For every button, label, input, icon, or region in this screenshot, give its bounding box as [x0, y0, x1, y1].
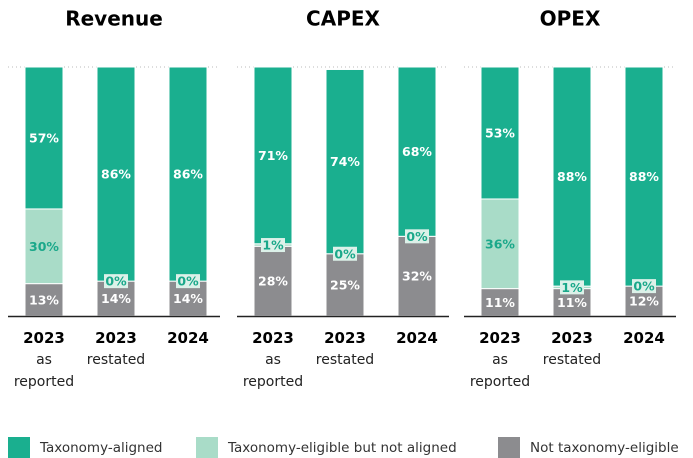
value-label: 25% [330, 277, 360, 292]
category-note: restated [542, 352, 602, 368]
label-box [632, 279, 656, 294]
category: 2023 [95, 329, 137, 347]
value-label: 86% [101, 167, 131, 182]
category: 2024 [623, 329, 665, 347]
value-label: 1% [262, 238, 284, 253]
legend-swatch [196, 437, 218, 458]
category: 2023 [23, 329, 65, 347]
x-tick-label: 2023 restated [84, 327, 148, 371]
value-label: 32% [402, 269, 432, 284]
value-label: 68% [402, 144, 432, 159]
value-label: 0% [406, 229, 428, 244]
bar-segment [24, 66, 64, 210]
x-tick-label: 2023 restated [540, 327, 604, 371]
bar-segment [253, 245, 293, 317]
value-label: 74% [330, 154, 360, 169]
x-tick-label: 2024 [385, 327, 449, 349]
bar-segment [168, 66, 208, 282]
category-note: as reported [13, 352, 75, 390]
category-note: restated [86, 352, 146, 368]
value-label: 86% [173, 167, 203, 182]
value-label: 0% [334, 246, 356, 261]
bar-segment [325, 68, 365, 255]
x-tick-label: 2023 as reported [12, 327, 76, 393]
value-label: 30% [29, 239, 59, 254]
value-label: 71% [258, 148, 288, 163]
legend-label: Not taxonomy-eligible [530, 440, 679, 456]
category: 2023 [324, 329, 366, 347]
bar-segment [552, 66, 592, 287]
category: 2023 [252, 329, 294, 347]
legend-label: Taxonomy-eligible but not aligned [228, 440, 457, 456]
category: 2023 [479, 329, 521, 347]
value-label: 36% [485, 236, 515, 251]
value-label: 11% [485, 295, 515, 310]
x-tick-label: 2023 as reported [241, 327, 305, 393]
category: 2024 [167, 329, 209, 347]
legend-label: Taxonomy-aligned [40, 440, 163, 456]
value-label: 14% [101, 291, 131, 306]
value-label: 57% [29, 130, 59, 145]
category: 2024 [396, 329, 438, 347]
label-box [176, 274, 200, 289]
bar-segment [397, 235, 437, 317]
x-tick-label: 2023 restated [313, 327, 377, 371]
chart-title: Revenue [65, 7, 163, 31]
chart-title: OPEX [540, 7, 601, 31]
value-label: 28% [258, 274, 288, 289]
legend-swatch [498, 437, 520, 458]
value-label: 0% [105, 274, 127, 289]
x-tick-label: 2024 [612, 327, 676, 349]
value-label: 88% [629, 169, 659, 184]
category-note: as reported [469, 352, 531, 390]
bar-segment [325, 253, 365, 317]
bar-segment [480, 198, 520, 290]
label-box [333, 246, 357, 261]
x-tick-label: 2024 [156, 327, 220, 349]
value-label: 12% [629, 294, 659, 309]
label-box [560, 280, 584, 295]
value-label: 0% [633, 279, 655, 294]
label-box [104, 274, 128, 289]
category: 2023 [551, 329, 593, 347]
bar-segment [24, 208, 64, 285]
value-label: 1% [561, 280, 583, 295]
value-label: 88% [557, 169, 587, 184]
bar-segment [397, 66, 437, 237]
value-label: 13% [29, 292, 59, 307]
label-box [261, 238, 285, 253]
bar-segment [480, 288, 520, 317]
category-note: as reported [242, 352, 304, 390]
value-label: 53% [485, 125, 515, 140]
bar-segment [480, 66, 520, 200]
value-label: 11% [557, 295, 587, 310]
value-label: 0% [177, 274, 199, 289]
bar-segment [253, 66, 293, 245]
category-note: restated [315, 352, 375, 368]
chart-title: CAPEX [306, 7, 380, 31]
value-label: 14% [173, 291, 203, 306]
legend-swatch [8, 437, 30, 458]
x-tick-label: 2023 as reported [468, 327, 532, 393]
label-box [405, 229, 429, 244]
